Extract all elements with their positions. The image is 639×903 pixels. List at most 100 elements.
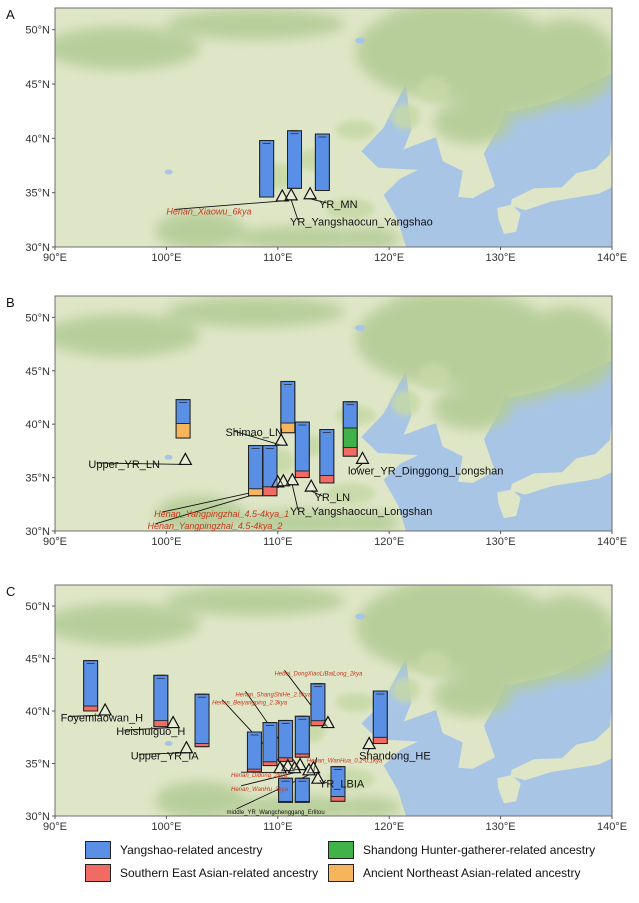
lake xyxy=(309,252,317,257)
ancestry-bar xyxy=(262,722,278,767)
ancestry-bar xyxy=(372,690,388,745)
bar-outline xyxy=(259,140,275,198)
legend-label: Shandong Hunter-gatherer-related ancestr… xyxy=(363,843,596,857)
site-label: YR_Yangshaocun_Longshan xyxy=(290,506,432,518)
bar-segment-yangshao xyxy=(319,429,335,476)
bar-outline xyxy=(330,766,346,802)
y-tick-label: 35°N xyxy=(25,473,50,485)
leader-line xyxy=(124,727,174,731)
site-label: Shimao_LN xyxy=(225,427,283,439)
x-tick-label: 130°E xyxy=(486,536,516,548)
map-background xyxy=(55,296,612,531)
bar-outline xyxy=(153,674,169,728)
y-tick-label: 50°N xyxy=(25,601,50,613)
site-marker xyxy=(98,702,113,716)
bar-segment-yangshao xyxy=(83,660,99,707)
bar-segment-yangshao xyxy=(294,715,310,755)
site-label: Henan_WanHua_0.2-0.1kya xyxy=(307,758,383,764)
y-tick-label: 30°N xyxy=(25,526,50,538)
site-marker xyxy=(276,473,291,487)
x-tick-label: 140°E xyxy=(597,536,627,548)
bar-outline xyxy=(175,399,191,439)
site-label: Henan_Beiyangping_2.3kya xyxy=(212,701,288,707)
bar-outline xyxy=(319,429,335,484)
bar-outline xyxy=(294,715,310,758)
bar-outline xyxy=(294,421,310,479)
lake xyxy=(309,821,317,826)
x-tick-label: 90°E xyxy=(43,536,67,548)
lake xyxy=(355,613,366,620)
ancestry-bar xyxy=(294,715,310,758)
lake xyxy=(164,169,173,175)
leader-line xyxy=(309,198,328,204)
legend-swatch xyxy=(85,864,111,882)
site-label: Upper_YR_IA xyxy=(131,750,200,762)
site-marker xyxy=(270,474,285,488)
y-tick-label: 30°N xyxy=(25,242,50,254)
site-marker xyxy=(301,762,317,776)
ancestry-bar xyxy=(278,777,294,803)
site-label: YR_Yangshaocun_Yangshao xyxy=(290,216,433,228)
site-label: Upper_YR_LN xyxy=(88,459,160,471)
ancestry-bar xyxy=(294,777,310,803)
site-label: Henan_Yangpingzhai_4.5-4kya_2 xyxy=(147,521,282,531)
bar-segment-southern xyxy=(294,470,310,478)
ancestry-bar xyxy=(310,683,326,727)
japan-land xyxy=(510,132,612,211)
ancestry-bar xyxy=(246,731,262,773)
x-tick-label: 90°E xyxy=(43,252,67,264)
bar-segment-southern xyxy=(319,475,335,484)
y-tick-label: 45°N xyxy=(25,654,50,666)
ancestry-bar xyxy=(175,399,191,439)
bar-segment-southern xyxy=(330,796,346,802)
site-label: middle_YR_Wangchenggang_Erlitou xyxy=(227,810,325,816)
bar-outline xyxy=(294,777,310,803)
ancestry-bar xyxy=(248,445,264,497)
bar-segment-yangshao xyxy=(287,130,302,189)
x-tick-label: 120°E xyxy=(374,536,404,548)
vegetation xyxy=(55,8,612,247)
site-label: Hebei_DongXiaoLiBaiLong_2kya xyxy=(274,671,363,677)
site-marker xyxy=(287,760,302,774)
ancestry-bar xyxy=(342,401,358,457)
site-label: Henan_Didong_2kya xyxy=(231,773,288,779)
y-tick-label: 50°N xyxy=(25,312,50,324)
bar-segment-yangshao xyxy=(248,445,263,490)
y-tick-label: 30°N xyxy=(25,811,50,823)
kyushu-land xyxy=(497,489,521,519)
x-tick-label: 100°E xyxy=(151,536,181,548)
x-tick-label: 120°E xyxy=(374,252,404,264)
bar-outline xyxy=(314,133,330,192)
vegetation xyxy=(55,585,612,816)
site-marker xyxy=(274,432,289,446)
ancestry-bar xyxy=(278,719,294,762)
legend-swatch xyxy=(328,841,354,859)
japan-land xyxy=(510,705,612,781)
leader-line xyxy=(138,752,187,755)
site-marker xyxy=(355,451,370,464)
bar-segment-shandong xyxy=(342,427,358,448)
leader-line xyxy=(290,199,299,221)
kyushu-land xyxy=(497,204,521,234)
bar-segment-ane xyxy=(248,488,263,497)
bar-segment-ane xyxy=(175,423,191,439)
ancestry-bar xyxy=(280,380,296,434)
y-tick-label: 35°N xyxy=(25,188,50,200)
leader-line xyxy=(233,430,282,446)
panel-letter: C xyxy=(6,584,15,599)
y-tick-label: 40°N xyxy=(25,706,50,718)
y-tick-label: 45°N xyxy=(25,366,50,378)
vegetation xyxy=(55,296,612,531)
site-marker xyxy=(285,472,300,486)
legend-label: Southern East Asian-related ancestry xyxy=(120,866,319,880)
site-label: YR_LBIA xyxy=(319,779,365,791)
map-frame xyxy=(54,295,613,532)
bar-outline xyxy=(262,722,278,767)
panel-letter: A xyxy=(6,7,15,22)
site-marker xyxy=(178,452,193,466)
leader-line xyxy=(355,463,363,470)
site-marker xyxy=(320,715,335,729)
map-background xyxy=(55,585,612,826)
leader-line xyxy=(240,772,295,787)
